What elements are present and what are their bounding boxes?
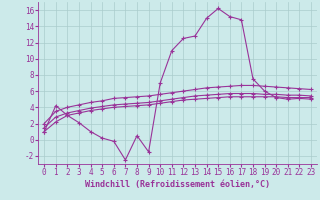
X-axis label: Windchill (Refroidissement éolien,°C): Windchill (Refroidissement éolien,°C) bbox=[85, 180, 270, 189]
